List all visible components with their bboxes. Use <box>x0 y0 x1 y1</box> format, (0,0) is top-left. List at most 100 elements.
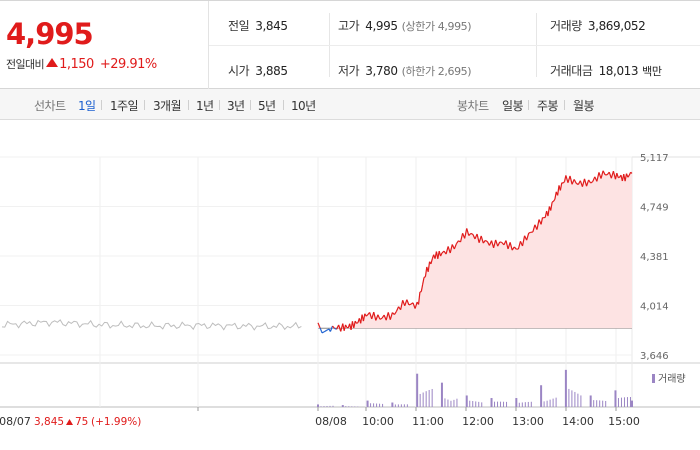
today-price-segment <box>513 246 517 250</box>
today-price-segment <box>565 175 569 183</box>
volume-bar <box>320 406 322 407</box>
volume-bar <box>602 400 604 407</box>
volume-bar <box>605 400 607 407</box>
up-arrow-icon <box>66 419 73 425</box>
today-price-segment <box>455 240 459 245</box>
volume-bar <box>366 400 369 407</box>
period-tab-1d[interactable]: 1일 <box>78 99 96 113</box>
period-tab-10y[interactable]: 10년 <box>291 99 316 113</box>
volume-bar <box>469 400 471 407</box>
current-price: 4,995 <box>6 17 94 51</box>
today-price-segment <box>547 206 550 217</box>
volume-bar <box>568 388 570 407</box>
volume-bar <box>530 401 532 407</box>
volume-bar <box>500 401 502 407</box>
today-price-segment <box>417 292 421 305</box>
volume-bar <box>394 404 396 407</box>
today-price-segment <box>345 324 348 328</box>
today-price-segment <box>497 241 501 247</box>
price-box: 4,995 전일대비 1,150 +29.91% <box>0 1 209 89</box>
today-price-segment <box>517 241 522 250</box>
period-tab-3m[interactable]: 3개월 <box>153 99 182 113</box>
today-price-segment <box>365 314 369 317</box>
prev-day-price-line <box>1 319 302 331</box>
divider <box>283 100 284 110</box>
change-line: 전일대비 1,150 +29.91% <box>6 56 157 72</box>
change-value: 1,150 <box>59 57 94 72</box>
volume-bar <box>518 402 520 407</box>
today-price-segment <box>592 176 596 182</box>
today-price-segment <box>550 202 553 211</box>
divider <box>219 100 220 110</box>
today-price-segment <box>573 179 577 184</box>
period-tab-5y[interactable]: 5년 <box>258 99 276 113</box>
divider <box>144 100 145 110</box>
today-price-segment <box>427 261 431 272</box>
volume-bar <box>589 395 592 407</box>
today-price-segment <box>406 299 410 306</box>
volume-bar <box>382 403 384 407</box>
x-tick-label: 14:00 <box>562 415 594 428</box>
today-price-segment <box>493 239 497 249</box>
today-price-segment <box>612 170 617 180</box>
volume-bar <box>571 390 573 407</box>
volume-bar <box>494 401 496 407</box>
today-price-segment <box>528 231 531 234</box>
volume-bar <box>564 369 567 407</box>
volume-bar <box>332 405 334 407</box>
volume-bar <box>465 395 468 407</box>
today-price-segment <box>571 179 575 185</box>
today-price-segment <box>559 182 563 191</box>
volume-legend-label: 거래량 <box>658 373 686 385</box>
volume-bar <box>391 402 394 407</box>
volume-legend-swatch <box>652 374 655 383</box>
quote-header: 4,995 전일대비 1,150 +29.91% 전일 3,845 고가 4,995 (상… <box>0 0 700 89</box>
today-price-segment <box>414 301 418 309</box>
candle-chart-title: 봉차트 <box>457 99 489 113</box>
today-price-segment <box>408 303 412 306</box>
today-price-segment <box>334 327 337 330</box>
today-price-segment <box>610 170 614 179</box>
today-price-segment <box>329 325 334 332</box>
period-tab-3y[interactable]: 3년 <box>227 99 245 113</box>
volume-bar <box>425 391 427 407</box>
today-price-segment <box>583 178 588 187</box>
volume-bar <box>515 398 518 407</box>
today-price-segment <box>422 277 425 285</box>
volume-bar <box>397 404 399 407</box>
today-price-segment <box>318 325 321 329</box>
period-tab-1y[interactable]: 1년 <box>196 99 214 113</box>
volume-bar <box>543 401 545 407</box>
today-price-segment <box>551 200 554 203</box>
today-price-segment <box>507 242 511 250</box>
prev-close-footer-change: 75 <box>75 416 88 428</box>
volume-bar <box>506 401 508 407</box>
volume-bar <box>555 397 557 407</box>
period-tab-1w[interactable]: 1주일 <box>110 99 139 113</box>
today-price-segment <box>459 233 464 243</box>
today-price-segment <box>375 314 379 321</box>
today-price-segment <box>590 181 594 184</box>
volume-bar <box>351 406 353 407</box>
period-toolbar: 선차트 1일 1주일 3개월 1년 3년 5년 10년 봉차트 일봉 주봉 월봉 <box>0 89 700 120</box>
volume-bar <box>326 405 328 407</box>
candle-tab-day[interactable]: 일봉 <box>502 99 523 113</box>
today-price-segment <box>445 246 449 255</box>
volume-bar <box>450 400 452 407</box>
volume-bar <box>354 406 356 407</box>
today-price-segment <box>485 239 488 243</box>
stat-volume: 거래량 3,869,052 <box>550 19 646 33</box>
today-price-segment <box>526 232 530 241</box>
today-price-segment <box>323 330 326 333</box>
candle-tab-month[interactable]: 월봉 <box>573 99 594 113</box>
today-price-segment <box>553 198 556 202</box>
today-price-segment <box>356 322 359 324</box>
today-price-segment <box>320 329 322 332</box>
y-tick-label: 4,381 <box>640 252 669 263</box>
candle-tab-week[interactable]: 주봉 <box>537 99 558 113</box>
today-price-segment <box>608 171 612 179</box>
volume-bar <box>447 399 449 407</box>
today-price-segment <box>321 331 324 334</box>
today-price-segment <box>630 171 633 174</box>
volume-bar <box>617 398 619 407</box>
